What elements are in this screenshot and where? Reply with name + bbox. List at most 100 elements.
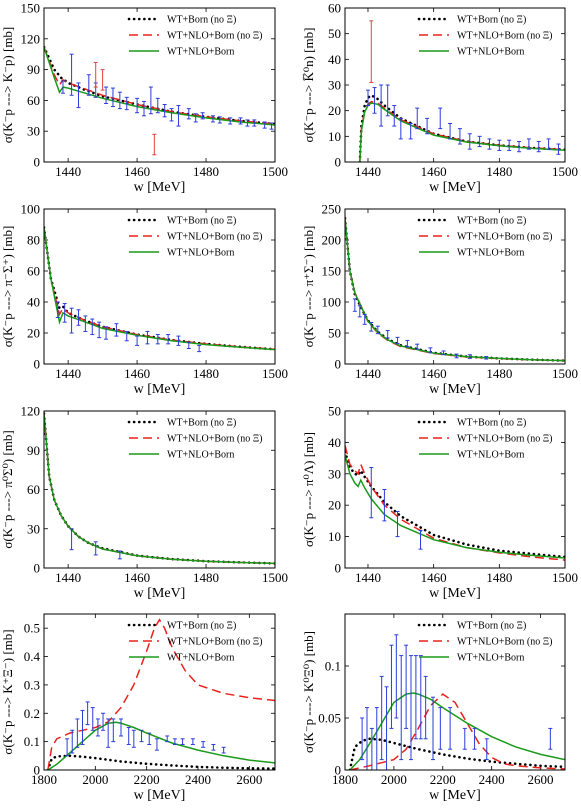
plot-area	[348, 634, 565, 770]
x-tick-label: 1500	[552, 570, 578, 585]
data-point-errorbar	[352, 298, 357, 312]
plot-frame	[43, 410, 276, 569]
x-tick-label: 1460	[421, 164, 447, 179]
y-tick-label: 30	[328, 78, 341, 93]
y-tick-label: 200	[322, 233, 342, 248]
legend-label-2: WT+NLO+Born (no Ξ)	[457, 637, 552, 648]
y-tick-label: 0.3	[24, 677, 40, 692]
data-point-errorbar	[384, 686, 389, 770]
y-tick-label: 40	[27, 295, 40, 310]
y-tick-label: 60	[27, 264, 40, 279]
data-point-errorbar	[169, 108, 174, 122]
data-point-errorbar	[408, 123, 413, 140]
legend-label-2: WT+NLO+Born (no Ξ)	[167, 434, 262, 445]
series-line-1	[44, 226, 275, 351]
x-tick-label: 1500	[552, 164, 578, 179]
plot-frame	[344, 7, 566, 163]
data-point-errorbar	[385, 330, 390, 339]
y-tick-label: 0.4	[24, 649, 41, 664]
data-point-errorbar	[395, 510, 400, 538]
plot-frame	[43, 208, 276, 365]
y-tick-label: 250	[322, 202, 342, 217]
x-tick-label: 1500	[552, 366, 578, 381]
x-tick-label: 2400	[479, 772, 505, 787]
data-point-errorbar	[200, 112, 205, 120]
data-point-errorbar	[70, 729, 75, 754]
data-point-errorbar	[369, 20, 374, 83]
data-point-errorbar	[497, 139, 502, 151]
data-point-errorbar	[423, 675, 428, 740]
data-point-errorbar	[536, 140, 541, 153]
y-tick-label: 50	[328, 404, 341, 419]
data-point-errorbar	[457, 128, 462, 145]
legend-label-1: WT+Born (no Ξ)	[167, 216, 236, 227]
x-axis-label: w [MeV]	[429, 382, 481, 397]
data-point-errorbar	[131, 729, 136, 748]
data-point-errorbar	[262, 121, 267, 129]
y-tick-label: 60	[27, 93, 40, 108]
legend-label-2: WT+NLO+Born (no Ξ)	[167, 232, 262, 243]
chart-panel-8: 1800 2000 2200 2400 2600 0 0.05 0.1 WT+Born (no …	[301, 613, 566, 803]
series-line-1	[44, 45, 275, 126]
legend-label-1: WT+Born (no Ξ)	[457, 15, 526, 26]
data-point-errorbar	[369, 321, 374, 332]
data-point-errorbar	[117, 91, 122, 110]
data-point-errorbar	[101, 712, 106, 731]
y-tick-label: 0	[34, 763, 41, 778]
x-axis-label: w [MeV]	[134, 586, 186, 601]
data-point-errorbar	[472, 727, 477, 750]
data-point-errorbar	[155, 97, 160, 114]
y-tick-label: 60	[27, 482, 40, 497]
data-point-errorbar	[454, 353, 459, 359]
plot-frame	[43, 7, 276, 163]
data-point-errorbar	[162, 104, 167, 118]
y-tick-label: 30	[27, 124, 40, 139]
y-tick-label: 20	[27, 326, 40, 341]
legend-label-3: WT+NLO+Born	[457, 653, 524, 664]
data-point-errorbar	[93, 541, 98, 556]
y-tick-label: 0	[335, 357, 342, 372]
x-tick-label: 2200	[430, 772, 456, 787]
data-point-errorbar	[418, 529, 423, 550]
chart-panel-4: 1440 1460 1480 1500 0 50 100 150 200 250 WT+Born (…	[301, 202, 578, 398]
y-tick-label: 0	[335, 561, 342, 576]
data-point-errorbar	[438, 107, 443, 130]
y-tick-label: 0	[34, 357, 41, 372]
x-axis-label: w [MeV]	[429, 180, 481, 195]
data-point-errorbar	[124, 330, 129, 342]
y-tick-label: 90	[27, 443, 40, 458]
y-tick-label: 100	[322, 295, 342, 310]
data-point-errorbar	[228, 117, 233, 125]
y-tick-label: 90	[27, 62, 40, 77]
data-point-errorbar	[210, 115, 215, 123]
y-axis-label: σ(K⁻p ---> π⁰Λ) [mb]	[301, 432, 316, 547]
data-point-errorbar	[477, 135, 482, 148]
plot-frame	[344, 208, 566, 365]
data-point-errorbar	[145, 330, 150, 345]
legend-label-3: WT+NLO+Born	[167, 47, 234, 58]
data-point-errorbar	[135, 335, 140, 346]
data-point-errorbar	[55, 301, 60, 318]
data-point-errorbar	[165, 735, 170, 743]
data-point-errorbar	[369, 727, 374, 770]
data-point-errorbar	[104, 86, 109, 104]
data-point-errorbar	[211, 743, 216, 751]
legend-label-3: WT+NLO+Born	[457, 47, 524, 58]
y-tick-label: 0	[335, 155, 342, 170]
data-point-errorbar	[448, 707, 453, 750]
data-point-errorbar	[374, 707, 379, 770]
legend-label-3: WT+NLO+Born	[167, 248, 234, 259]
data-point-errorbar	[62, 303, 67, 323]
data-point-errorbar	[365, 707, 369, 770]
x-tick-label: 2400	[185, 772, 211, 787]
data-point-errorbar	[395, 336, 400, 345]
data-point-errorbar	[152, 133, 157, 156]
x-tick-label: 1480	[486, 570, 512, 585]
data-point-errorbar	[438, 707, 443, 750]
y-tick-label: 50	[328, 26, 341, 41]
data-point-errorbar	[415, 343, 420, 350]
data-point-errorbar	[448, 123, 453, 140]
data-point-errorbar	[467, 133, 472, 150]
y-tick-label: 150	[322, 264, 342, 279]
